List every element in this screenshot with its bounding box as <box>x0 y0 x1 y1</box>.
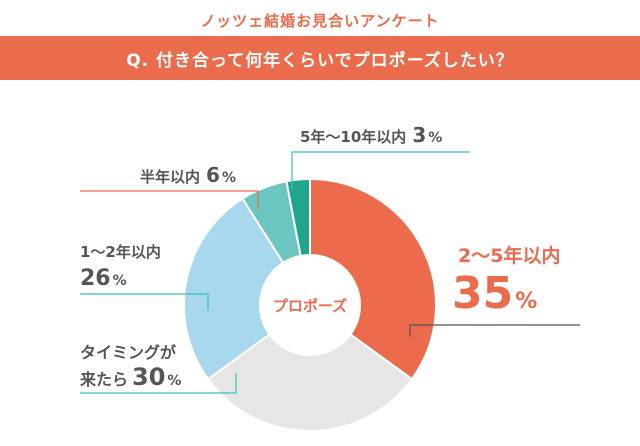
leader-line-timing <box>80 373 237 394</box>
label-5-10-years-name: 5年〜10年以内 <box>300 128 406 146</box>
label-2-5-years-value-group: 35% <box>452 268 537 319</box>
label-5-10-years-group: 5年〜10年以内 3% <box>300 123 442 147</box>
survey-title: ノッツェ結婚お見合いアンケート <box>200 12 440 30</box>
label-timing-percent: % <box>167 373 181 389</box>
leader-line-5-10-years <box>291 151 470 190</box>
label-half-year-value: 6 <box>206 163 220 187</box>
label-half-year-name: 半年以内 <box>140 168 200 186</box>
question-banner: Q. 付き合って何年くらいでプロポーズしたい？ <box>0 36 640 80</box>
label-5-10-years-percent: % <box>428 130 442 146</box>
label-1-2-years-value-group: 26% <box>80 266 127 291</box>
leader-line-half-year <box>80 190 259 210</box>
label-timing-line1: タイミングが <box>80 343 176 362</box>
label-2-5-years-value: 35 <box>452 268 513 319</box>
label-2-5-years-name: 2〜5年以内 <box>458 244 560 267</box>
leader-line-1-2-years <box>80 293 209 310</box>
center-label: プロポーズ <box>273 297 347 315</box>
slice-1-2-years <box>183 197 285 381</box>
label-5-10-years-value: 3 <box>412 123 426 147</box>
label-1-2-years-percent: % <box>113 273 127 289</box>
question-text: Q. 付き合って何年くらいでプロポーズしたい？ <box>126 50 514 71</box>
label-1-2-years-value: 26 <box>80 266 111 291</box>
leader-line-2-5-years <box>409 324 580 337</box>
label-1-2-years-name: 1〜2年以内 <box>80 243 161 261</box>
slice-timing <box>206 332 414 432</box>
slice-5-10-years <box>285 177 311 258</box>
label-timing-group: 来たら 30% <box>79 363 181 391</box>
label-timing-line2: 来たら <box>79 370 128 389</box>
slice-2-5-years <box>309 177 437 381</box>
label-timing-value: 30 <box>132 363 165 391</box>
label-2-5-years-percent: % <box>515 289 537 314</box>
label-half-year-group: 半年以内 6% <box>140 163 236 187</box>
label-half-year-percent: % <box>222 170 236 186</box>
